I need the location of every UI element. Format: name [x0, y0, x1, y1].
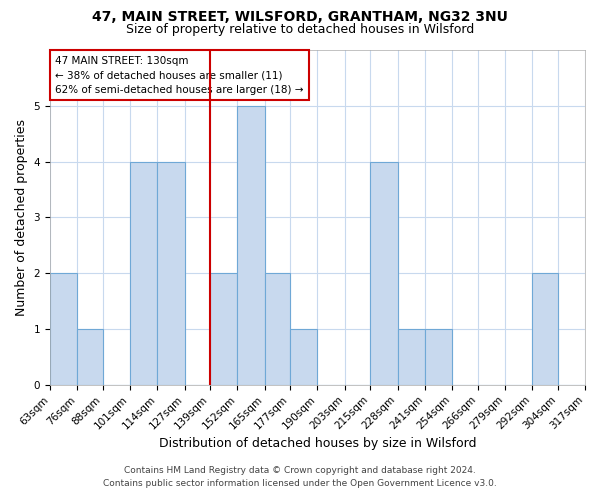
Text: 47 MAIN STREET: 130sqm
← 38% of detached houses are smaller (11)
62% of semi-det: 47 MAIN STREET: 130sqm ← 38% of detached…	[55, 56, 304, 95]
Bar	[157, 162, 185, 385]
Text: 47, MAIN STREET, WILSFORD, GRANTHAM, NG32 3NU: 47, MAIN STREET, WILSFORD, GRANTHAM, NG3…	[92, 10, 508, 24]
Bar	[130, 162, 157, 385]
X-axis label: Distribution of detached houses by size in Wilsford: Distribution of detached houses by size …	[159, 437, 476, 450]
Text: Size of property relative to detached houses in Wilsford: Size of property relative to detached ho…	[126, 22, 474, 36]
Text: Contains HM Land Registry data © Crown copyright and database right 2024.
Contai: Contains HM Land Registry data © Crown c…	[103, 466, 497, 487]
Bar	[77, 329, 103, 385]
Bar	[50, 273, 77, 385]
Bar	[398, 329, 425, 385]
Bar	[210, 273, 238, 385]
Y-axis label: Number of detached properties: Number of detached properties	[15, 119, 28, 316]
Bar	[532, 273, 557, 385]
Bar	[265, 273, 290, 385]
Bar	[425, 329, 452, 385]
Bar	[290, 329, 317, 385]
Bar	[370, 162, 398, 385]
Bar	[238, 106, 265, 385]
